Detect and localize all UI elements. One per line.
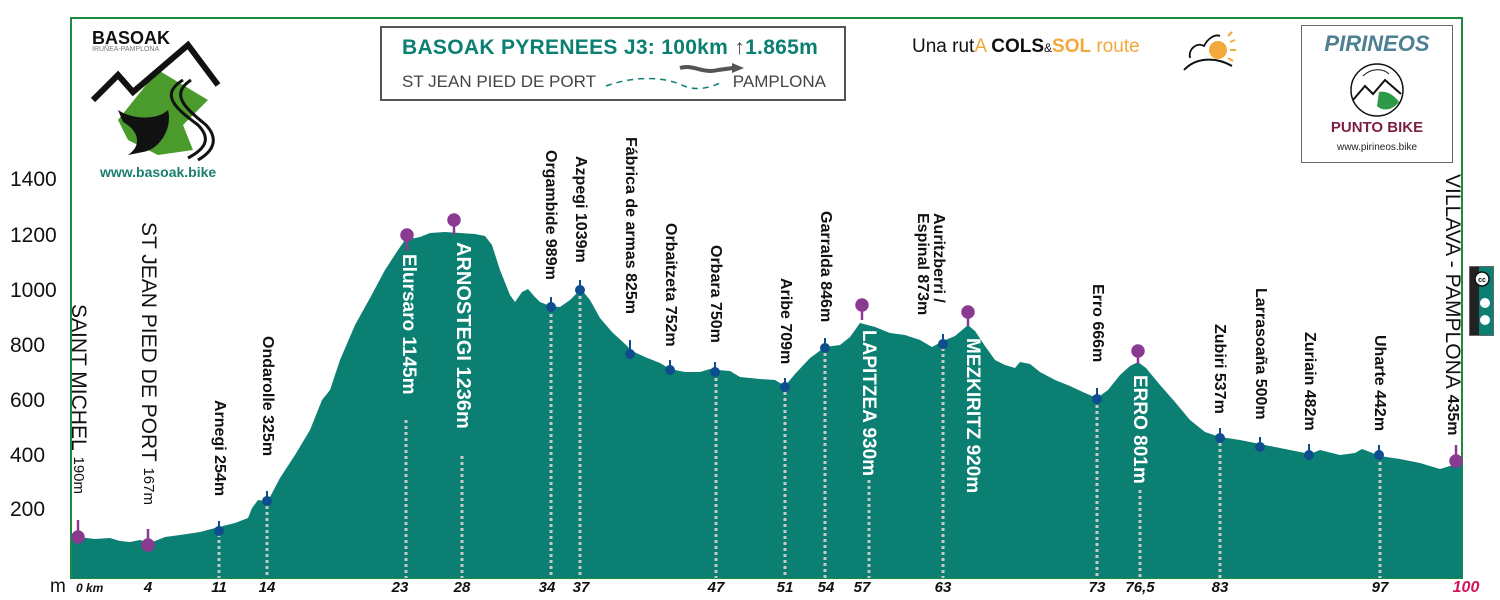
route-origin: ST JEAN PIED DE PORT — [402, 72, 596, 91]
basoak-logo-subtitle: IRUÑEA-PAMPLONA — [92, 46, 160, 53]
cc-icon: cc — [1474, 271, 1490, 325]
pirineos-url: www.pirineos.bike — [1336, 142, 1418, 153]
route-destination: PAMPLONA — [732, 72, 826, 91]
label-fabrica: Fábrica de armas 825m — [622, 137, 639, 314]
basoak-url: www.basoak.bike — [100, 164, 217, 180]
route-title: BASOAK PYRENEES J3: 100km ↑1.865m — [402, 36, 819, 59]
x-tick-97: 97 — [1371, 579, 1389, 596]
pirineos-logo: PIRINEOS PUNTO BIKE www.pirineos.bike — [1301, 25, 1453, 163]
x-tick-100: 100 — [1452, 579, 1480, 596]
y-tick-400: 400 — [10, 444, 46, 467]
label-elursaro: Elursaro 1145m — [398, 254, 419, 395]
summit-marker-arnostegi — [447, 213, 461, 227]
label-auritzberri: Auritzberri / — [930, 213, 947, 303]
label-uharte: Uharte 442m — [1371, 335, 1388, 432]
label-zubiri: Zubiri 537m — [1211, 324, 1228, 414]
cc-license-badge: cc — [1469, 266, 1494, 336]
summit-marker-st-jean — [141, 538, 155, 552]
profile-area — [72, 232, 1462, 578]
x-tick-73: 73 — [1088, 579, 1106, 596]
label-orgambide: Orgambide 989m — [542, 150, 559, 280]
label-ondarolle: Ondarolle 325m — [259, 336, 276, 457]
label-arnostegi: ARNOSTEGI 1236m — [452, 242, 474, 429]
label-saint-michel: SAINT MICHEL 190m — [67, 304, 90, 495]
label-larrasoana: Larrasoaña 500m — [1252, 288, 1269, 420]
y-unit-label: m — [50, 576, 66, 597]
summit-marker-saint-michel — [71, 530, 85, 544]
x-tick-11: 11 — [211, 579, 227, 596]
pirineos-title: PIRINEOS — [1324, 31, 1430, 56]
cyclist-sun-icon — [1183, 31, 1236, 71]
y-tick-200: 200 — [10, 498, 46, 521]
x-tick-54: 54 — [817, 579, 835, 596]
x-tick-23: 23 — [391, 579, 409, 596]
x-tick-83: 83 — [1211, 579, 1229, 596]
route-title-box: BASOAK PYRENEES J3: 100km ↑1.865m ST JEA… — [380, 26, 846, 101]
label-orbaitzeta: Orbaitzeta 752m — [662, 223, 679, 347]
label-erro: Erro 666m — [1089, 284, 1106, 363]
summit-marker-mezkiritz — [961, 305, 975, 319]
x-tick-0: 0 km — [76, 581, 104, 595]
x-tick-76-5: 76,5 — [1125, 579, 1155, 596]
summit-marker-elursaro — [400, 228, 414, 242]
label-st-jean: ST JEAN PIED DE PORT 167m — [137, 222, 160, 505]
label-espinal: Espinal 873m — [914, 213, 931, 316]
basoak-mountain-icon — [90, 40, 221, 162]
summit-marker-villava — [1449, 454, 1463, 468]
summit-marker-erro — [1131, 344, 1145, 358]
label-aribe: Aribe 709m — [777, 278, 794, 365]
y-tick-800: 800 — [10, 334, 46, 357]
summit-marker-lapitzea — [855, 298, 869, 312]
x-tick-28: 28 — [453, 579, 471, 596]
pirineos-emblem-icon — [1350, 63, 1404, 117]
svg-text:cc: cc — [1478, 277, 1486, 284]
y-tick-600: 600 — [10, 389, 46, 412]
route-arrow-icon — [679, 63, 744, 73]
label-orbara: Orbara 750m — [707, 245, 724, 343]
label-azpegi: Azpegi 1039m — [572, 156, 589, 263]
y-tick-1200: 1200 — [10, 224, 57, 247]
x-tick-51: 51 — [776, 579, 794, 596]
label-arnegi: Arnegi 254m — [211, 400, 228, 497]
label-lapitzea: LAPITZEA 930m — [858, 330, 879, 477]
x-tick-47: 47 — [707, 579, 725, 596]
label-garralda: Garralda 846m — [817, 211, 834, 323]
x-tick-14: 14 — [258, 579, 276, 596]
punto-bike-title: PUNTO BIKE — [1330, 119, 1424, 136]
label-erro-pass: ERRO 801m — [1129, 375, 1150, 484]
x-tick-4: 4 — [143, 579, 153, 596]
ascent-arrow-icon: ↑ — [734, 36, 746, 59]
label-villava: VILLAVA - PAMPLONA 435m — [1441, 174, 1464, 436]
label-mezkiritz: MEZKIRITZ 920m — [962, 338, 983, 494]
y-tick-1400: 1400 — [10, 168, 57, 191]
label-zuriain: Zuriain 482m — [1301, 332, 1318, 431]
basoak-logo-name: BASOAK — [92, 28, 171, 48]
dashed-route-icon — [605, 77, 723, 90]
cols-sol-tagline: Una rutA COLS&SOL route — [912, 36, 1140, 57]
x-tick-63: 63 — [934, 579, 952, 596]
y-tick-1000: 1000 — [10, 279, 57, 302]
x-tick-34: 34 — [538, 579, 556, 596]
x-tick-37: 37 — [572, 579, 590, 596]
x-tick-57: 57 — [853, 579, 871, 596]
